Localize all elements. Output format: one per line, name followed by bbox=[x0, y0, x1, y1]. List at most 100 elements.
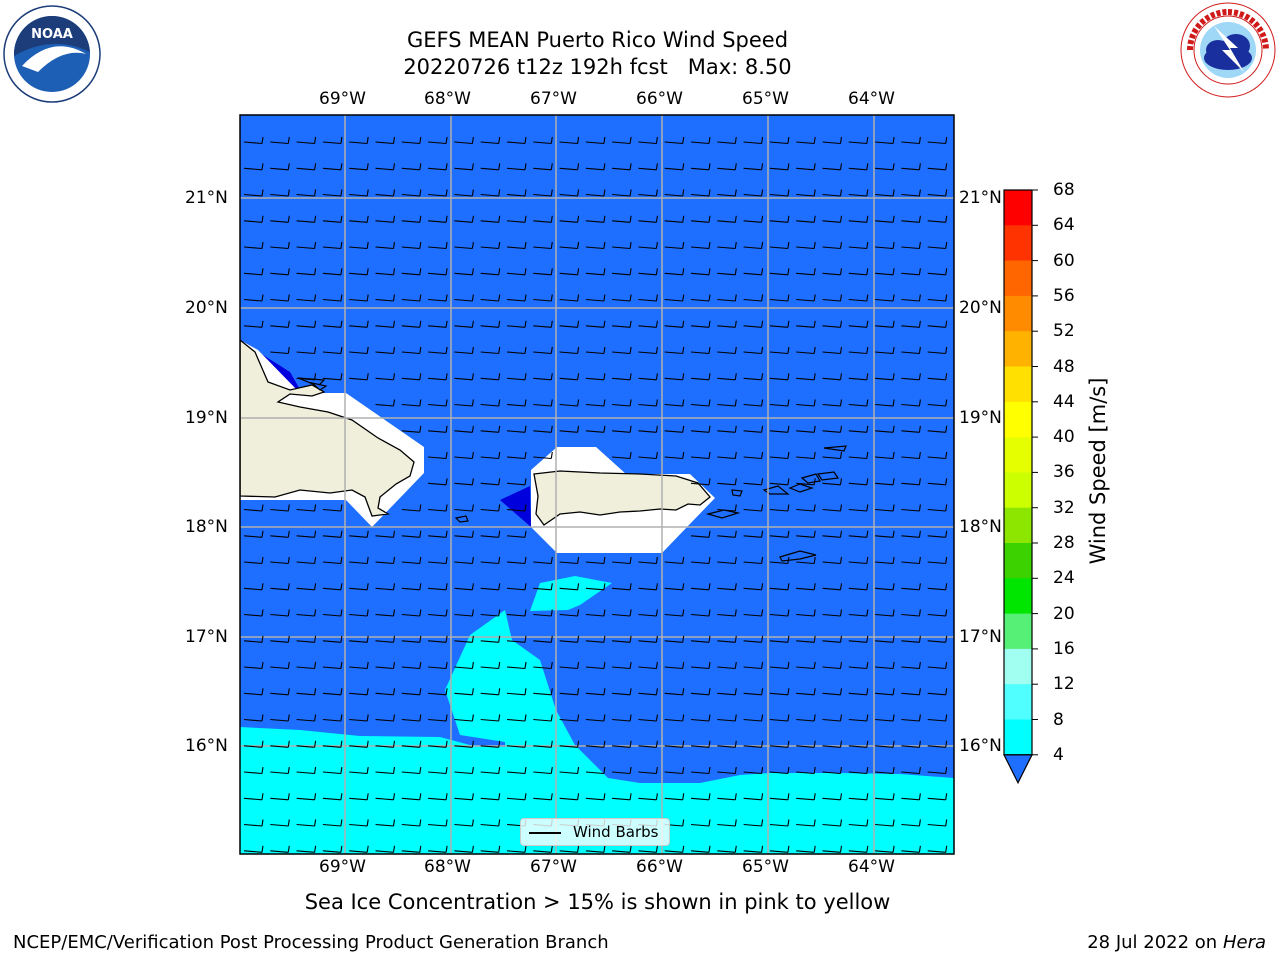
wind-barb bbox=[743, 320, 764, 328]
wind-barb bbox=[717, 373, 737, 381]
wind-barb bbox=[322, 766, 343, 775]
wind-barb bbox=[559, 163, 580, 171]
wind-barb bbox=[454, 793, 474, 801]
wind-barb bbox=[612, 320, 632, 328]
wind-barb bbox=[559, 845, 580, 853]
wind-barb bbox=[349, 635, 369, 643]
wind-barb bbox=[375, 714, 396, 722]
wind-barb bbox=[585, 688, 606, 696]
wind-barb bbox=[769, 399, 790, 407]
wind-barb bbox=[559, 320, 580, 328]
wind-barb bbox=[243, 294, 264, 302]
wind-barb bbox=[848, 793, 869, 801]
wind-barb bbox=[480, 163, 501, 171]
wind-barb bbox=[296, 819, 317, 827]
wind-barb bbox=[428, 163, 448, 171]
wind-barb bbox=[270, 661, 290, 670]
wind-barb bbox=[533, 241, 553, 250]
colorbar-segment bbox=[1004, 543, 1032, 579]
wind-barb bbox=[717, 819, 737, 827]
wind-barb bbox=[690, 819, 711, 827]
wind-barb bbox=[717, 530, 737, 538]
wind-barb bbox=[296, 714, 317, 722]
wind-field-0-4-mona bbox=[500, 486, 531, 527]
wind-barb bbox=[690, 451, 711, 460]
wind-barb bbox=[585, 241, 606, 250]
lon-tick: 66°W bbox=[636, 89, 683, 109]
lat-tick: 21°N bbox=[959, 188, 1002, 208]
wind-barb bbox=[875, 215, 895, 223]
wind-barb bbox=[717, 845, 737, 853]
wind-barb bbox=[822, 163, 843, 171]
wind-barb bbox=[585, 268, 606, 276]
wind-barb bbox=[953, 247, 954, 248]
colorbar-tick-label: 12 bbox=[1053, 674, 1075, 695]
wind-barb bbox=[270, 136, 290, 145]
wind-barb bbox=[769, 346, 790, 355]
wind-barb bbox=[664, 766, 685, 775]
wind-barb bbox=[454, 268, 474, 276]
wind-barb bbox=[927, 373, 948, 381]
wind-barb bbox=[612, 268, 632, 276]
wind-barb bbox=[296, 556, 317, 565]
wind-barb bbox=[638, 189, 658, 197]
wind-barb bbox=[612, 294, 632, 302]
wind-barb bbox=[796, 530, 816, 538]
wind-barb bbox=[243, 530, 264, 538]
wind-barb bbox=[927, 740, 948, 748]
wind-barb bbox=[875, 478, 895, 486]
wind-barb bbox=[796, 740, 816, 748]
map-plot-area bbox=[240, 115, 954, 854]
wind-barb bbox=[743, 661, 764, 670]
wind-barb bbox=[901, 530, 921, 538]
wind-barb bbox=[375, 189, 396, 197]
wind-barb bbox=[953, 483, 954, 484]
wind-barb bbox=[769, 635, 790, 643]
wind-barb bbox=[848, 294, 869, 302]
wind-barb bbox=[401, 241, 422, 250]
wind-barb bbox=[401, 766, 422, 775]
wind-barb bbox=[375, 294, 396, 302]
colorbar-tick-label: 44 bbox=[1053, 391, 1075, 412]
wind-barb bbox=[690, 268, 711, 276]
wind-barb bbox=[375, 583, 396, 591]
wind-barb bbox=[901, 478, 921, 486]
wind-barb bbox=[401, 215, 422, 223]
wind-barb bbox=[743, 530, 764, 538]
colorbar-tick-label: 52 bbox=[1053, 321, 1075, 342]
wind-barb bbox=[480, 425, 501, 433]
wind-barb bbox=[953, 562, 954, 563]
wind-barb bbox=[533, 609, 553, 617]
wind-barb bbox=[927, 793, 948, 801]
wind-barb bbox=[506, 556, 527, 565]
wind-barb bbox=[506, 740, 527, 748]
wind-barb bbox=[822, 845, 843, 853]
wind-barb bbox=[506, 688, 527, 696]
wind-barb bbox=[270, 189, 290, 197]
wind-barb bbox=[270, 241, 290, 250]
wind-barb bbox=[296, 346, 317, 355]
wind-barb bbox=[375, 793, 396, 801]
wind-barb bbox=[953, 325, 954, 327]
wind-barb bbox=[533, 714, 553, 722]
wind-barb bbox=[796, 215, 816, 223]
wind-barb bbox=[612, 583, 632, 591]
wind-barb bbox=[401, 163, 422, 171]
wind-barb bbox=[401, 583, 422, 591]
wind-barb bbox=[296, 661, 317, 670]
wind-barb bbox=[875, 425, 895, 433]
wind-barb bbox=[612, 189, 632, 197]
wind-barb bbox=[270, 609, 290, 617]
wind-barb bbox=[506, 320, 527, 328]
wind-barb bbox=[953, 614, 954, 616]
wind-barb bbox=[322, 740, 343, 748]
wind-barb bbox=[454, 373, 474, 381]
wind-barb bbox=[349, 346, 369, 355]
wind-barb bbox=[664, 189, 685, 197]
wind-barb bbox=[875, 688, 895, 696]
wind-barb bbox=[585, 661, 606, 670]
wind-barb bbox=[769, 583, 790, 591]
colorbar bbox=[1003, 189, 1038, 785]
wind-barb bbox=[612, 766, 632, 775]
wind-barb bbox=[796, 268, 816, 276]
